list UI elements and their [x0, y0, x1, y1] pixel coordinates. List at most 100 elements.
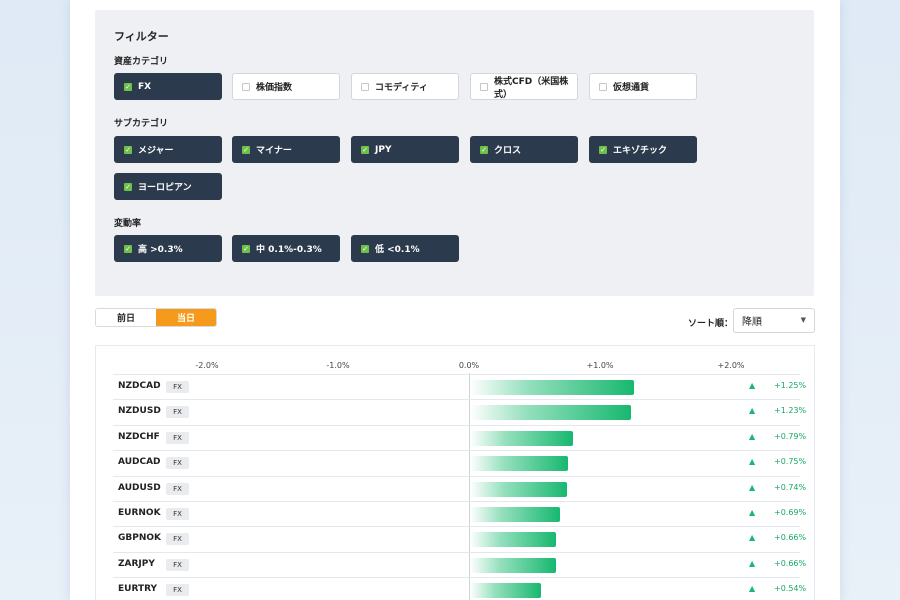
asset-tag: FX	[166, 558, 189, 571]
checkbox-icon[interactable]: ✓	[599, 145, 607, 154]
symbol-label: EURTRY	[118, 584, 158, 595]
checkbox-icon[interactable]: ✓	[242, 244, 250, 253]
up-arrow-icon: ▲	[749, 381, 756, 390]
bar	[470, 507, 561, 522]
x-tick-label: -1.0%	[326, 361, 350, 370]
asset-tag: FX	[166, 533, 189, 546]
sort-label: ソート順：	[688, 319, 734, 329]
sub_category-chip-3[interactable]: ✓ クロス	[470, 136, 578, 163]
checkbox-icon[interactable]	[242, 82, 250, 91]
bar	[470, 532, 557, 548]
sub_category-chip-1[interactable]: ✓ マイナー	[232, 136, 340, 163]
asset_category-chip-2[interactable]: コモディティ	[351, 73, 459, 100]
sub_category-chip-label: JPY	[375, 144, 392, 155]
asset_category-chip-1[interactable]: 株価指数	[232, 73, 340, 100]
sub_category-chip-0[interactable]: ✓ メジャー	[114, 136, 222, 163]
zero-line	[469, 373, 470, 600]
day-toggle: 前日 当日	[95, 308, 217, 327]
volatility-chip-1[interactable]: ✓ 中 0.1%-0.3%	[232, 235, 340, 262]
up-arrow-icon: ▲	[749, 533, 756, 543]
change-label: +1.25%	[774, 381, 807, 390]
asset_category-chip-label: コモディティ	[375, 83, 428, 93]
chart-box	[95, 345, 815, 600]
bar	[470, 456, 569, 472]
sub_category-chip-label: マイナー	[256, 146, 292, 156]
sub_category-chip-4[interactable]: ✓ エキゾチック	[589, 136, 697, 163]
symbol-label: EURNOK	[118, 508, 161, 518]
asset_category-chip-4[interactable]: 仮想通貨	[589, 73, 697, 100]
row-separator	[113, 475, 800, 477]
previous-day-button[interactable]: 前日	[96, 309, 156, 326]
bar	[470, 557, 557, 573]
change-label: +0.66%	[774, 558, 807, 568]
up-arrow-icon: ▲	[749, 482, 756, 492]
up-arrow-icon: ▲	[749, 431, 756, 441]
sub_category-chip-2[interactable]: ✓ JPY	[351, 136, 459, 163]
asset_category-chip-3[interactable]: 株式CFD（米国株式）	[470, 73, 578, 100]
bar	[470, 583, 541, 599]
symbol-label: NZDUSD	[118, 406, 161, 417]
up-arrow-icon: ▲	[749, 406, 756, 416]
row-separator	[113, 577, 800, 579]
asset-tag: FX	[166, 508, 189, 520]
row-separator	[113, 501, 800, 502]
row-separator	[113, 424, 800, 426]
symbol-label: NZDCAD	[118, 381, 161, 391]
asset_category-chip-0[interactable]: ✓ FX	[114, 73, 222, 100]
checkbox-icon[interactable]: ✓	[124, 182, 132, 191]
up-arrow-icon: ▲	[749, 584, 756, 594]
sub_category-chip-label: ヨーロピアン	[138, 183, 192, 193]
checkbox-icon[interactable]: ✓	[124, 145, 132, 154]
change-label: +1.23%	[774, 406, 807, 416]
x-tick-label: -2.0%	[195, 361, 219, 370]
checkbox-icon[interactable]: ✓	[361, 145, 369, 154]
asset_category-chip-label: 仮想通貨	[613, 83, 650, 93]
bar	[470, 405, 632, 421]
checkbox-icon[interactable]: ✓	[124, 244, 132, 253]
volatility-chip-0[interactable]: ✓ 高 >0.3%	[114, 235, 222, 262]
checkbox-icon[interactable]	[361, 82, 369, 91]
x-tick-label: +2.0%	[717, 361, 745, 370]
volatility-label: 変動率	[114, 219, 142, 229]
change-label: +0.75%	[774, 457, 807, 467]
symbol-label: AUDCAD	[118, 457, 161, 468]
asset-tag: FX	[166, 457, 189, 470]
chevron-down-icon: ▼	[800, 316, 806, 324]
row-separator	[113, 399, 800, 401]
change-label: +0.74%	[774, 482, 807, 492]
checkbox-icon[interactable]: ✓	[480, 145, 488, 154]
up-arrow-icon: ▲	[749, 558, 756, 568]
checkbox-icon[interactable]	[480, 82, 488, 91]
checkbox-icon[interactable]	[599, 82, 607, 91]
asset-tag: FX	[166, 381, 189, 393]
sort-select[interactable]: 降順 ▼	[733, 308, 815, 333]
sub_category-chip-label: クロス	[494, 146, 522, 156]
asset-tag: FX	[166, 406, 189, 419]
symbol-label: ZARJPY	[118, 558, 155, 569]
sub-category-label: サブカテゴリ	[114, 119, 169, 129]
row-separator	[113, 526, 800, 528]
asset_category-chip-label: 株価指数	[256, 83, 293, 93]
filter-title: フィルター	[114, 30, 169, 43]
checkbox-icon[interactable]: ✓	[124, 82, 132, 91]
asset-tag: FX	[166, 431, 189, 444]
filter-panel: フィルター 資産カテゴリ ✓ FX 株価指数 コモディティ 株式CFD（米国株式） 仮想通…	[95, 10, 814, 296]
sub_category-chip-label: メジャー	[138, 146, 174, 156]
sub_category-chip-5[interactable]: ✓ ヨーロピアン	[114, 173, 222, 200]
checkbox-icon[interactable]: ✓	[242, 145, 250, 154]
change-label: +0.66%	[774, 533, 807, 543]
symbol-label: AUDUSD	[118, 482, 161, 493]
row-separator	[113, 551, 800, 553]
up-arrow-icon: ▲	[749, 457, 756, 467]
volatility-chip-2[interactable]: ✓ 低 <0.1%	[351, 235, 459, 262]
asset-tag: FX	[166, 482, 189, 495]
today-button[interactable]: 当日	[156, 309, 216, 326]
change-label: +0.79%	[774, 431, 807, 441]
asset_category-chip-label: FX	[138, 81, 152, 92]
symbol-label: GBPNOK	[118, 533, 162, 544]
bar	[470, 430, 574, 446]
checkbox-icon[interactable]: ✓	[361, 244, 369, 253]
up-arrow-icon: ▲	[749, 508, 756, 517]
row-separator	[113, 450, 800, 452]
symbol-label: NZDCHF	[118, 431, 160, 442]
